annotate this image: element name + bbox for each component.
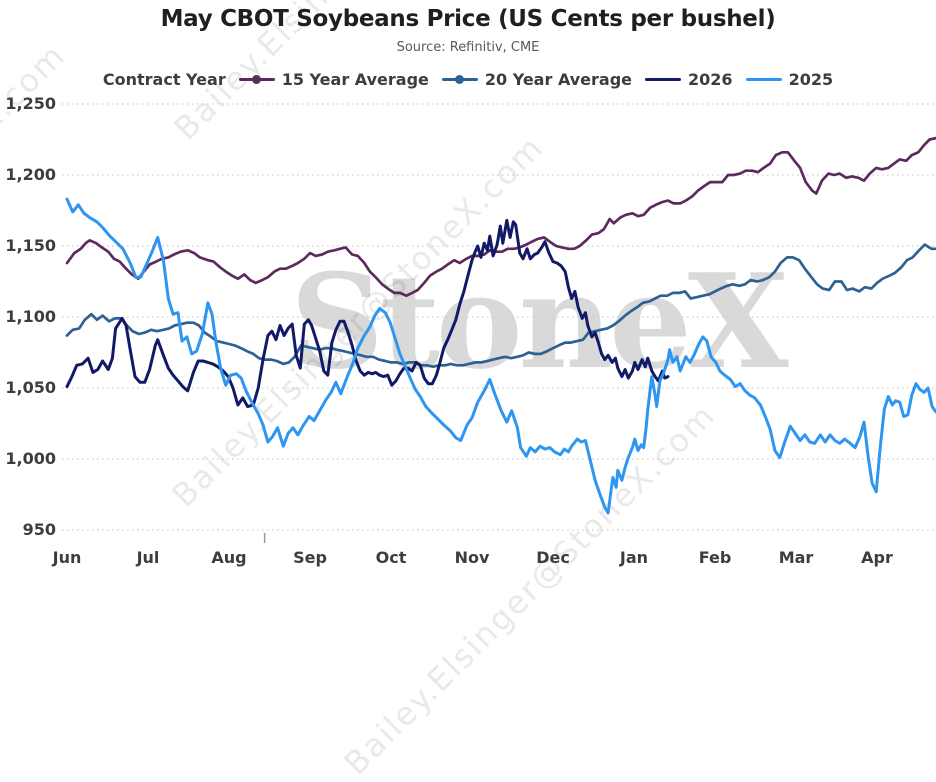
- legend-label: 2025: [788, 70, 834, 89]
- y-tick-label: 1,250: [5, 94, 56, 113]
- x-tick-label-mar: Mar: [778, 548, 814, 567]
- y-tick-label: 950: [22, 520, 56, 539]
- legend-item-15-year-average[interactable]: 15 Year Average: [238, 70, 429, 89]
- legend-marker-icon: [238, 75, 275, 85]
- legend-label: 2026: [688, 70, 733, 89]
- legend-label: 15 Year Average: [281, 70, 429, 89]
- x-tick-label-jul: Jul: [136, 548, 160, 567]
- price-line-chart: [62, 103, 936, 543]
- series-line-2025: [65, 197, 936, 515]
- chart-title: May CBOT Soybeans Price (US Cents per bu…: [160, 6, 776, 32]
- legend-title: Contract Year: [102, 70, 226, 89]
- x-tick-label-nov: Nov: [454, 548, 490, 567]
- legend-marker-icon: [645, 75, 682, 85]
- chart-source: Source: Refinitiv, CME: [396, 40, 540, 55]
- x-tick-label-apr: Apr: [861, 548, 893, 567]
- legend-marker-icon: [441, 75, 478, 85]
- x-tick-label-jan: Jan: [619, 548, 649, 567]
- series-line-15-year-average: [65, 136, 936, 298]
- y-tick-label: 1,100: [5, 307, 56, 326]
- y-tick-label: 1,000: [5, 449, 56, 468]
- legend-marker-icon: [745, 75, 782, 85]
- x-tick-label-aug: Aug: [211, 548, 247, 567]
- legend-item-20-year-average[interactable]: 20 Year Average: [441, 70, 633, 89]
- series-line-20-year-average: [65, 243, 936, 369]
- y-tick-label: 1,200: [5, 165, 56, 184]
- x-tick-label-dec: Dec: [536, 548, 570, 567]
- series-line-2026: [65, 218, 670, 408]
- legend-item-2025[interactable]: 2025: [745, 70, 834, 89]
- x-tick-label-jun: Jun: [52, 548, 82, 567]
- y-tick-label: 1,050: [5, 378, 56, 397]
- x-tick-label-feb: Feb: [698, 548, 732, 567]
- legend-item-2026[interactable]: 2026: [645, 70, 733, 89]
- x-tick-label-sep: Sep: [293, 548, 327, 567]
- legend: Contract Year 15 Year Average 20 Year Ave…: [0, 70, 936, 89]
- x-tick-label-oct: Oct: [375, 548, 407, 567]
- legend-label: 20 Year Average: [484, 70, 633, 89]
- y-tick-label: 1,150: [5, 236, 56, 255]
